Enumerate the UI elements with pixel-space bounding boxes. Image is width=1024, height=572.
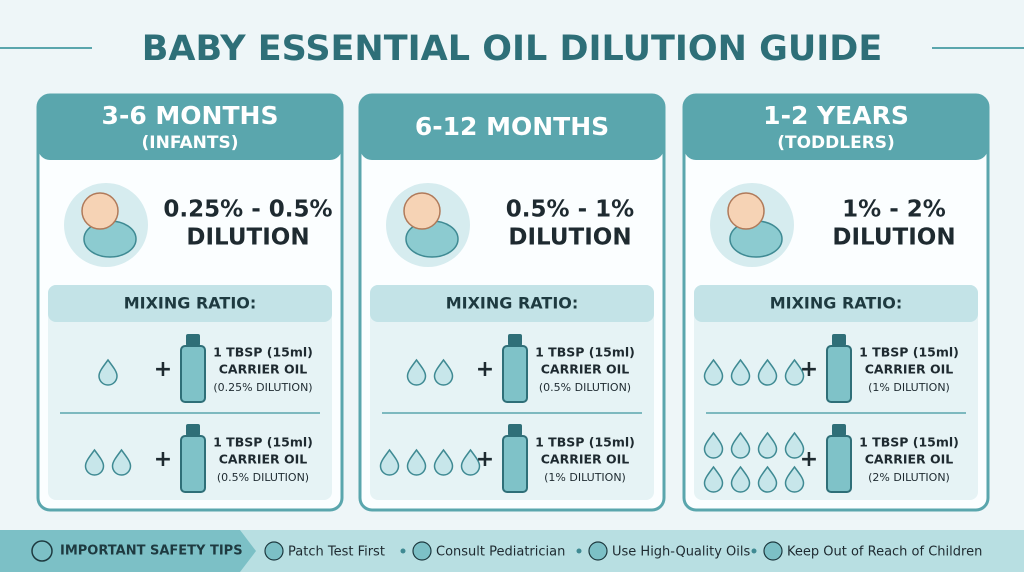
tip-separator <box>576 548 582 554</box>
carrier: CARRIER OIL <box>541 362 630 377</box>
bottle-cap <box>186 334 200 346</box>
oil-drop <box>703 465 724 493</box>
oil-drop <box>98 358 118 386</box>
carrier: CARRIER OIL <box>541 452 630 467</box>
mixing-label: MIXING RATIO: <box>124 294 257 313</box>
bottle-cap <box>508 334 522 346</box>
oil-drop <box>406 358 427 386</box>
bottle <box>502 345 528 403</box>
oil-drop <box>757 358 778 386</box>
carrier: CARRIER OIL <box>865 362 954 377</box>
dilution: 1% - 2% <box>842 197 946 223</box>
card-heading: (TODDLERS) <box>777 133 895 153</box>
amount: 1 TBSP (15ml) <box>213 345 313 360</box>
amount: 1 TBSP (15ml) <box>535 345 635 360</box>
tip-icon <box>264 541 284 561</box>
bottle <box>180 435 206 493</box>
oil-drop <box>730 465 751 493</box>
oil-drop <box>703 358 724 386</box>
oil-drop <box>460 448 481 476</box>
baby-head <box>81 192 119 230</box>
card-heading: 3-6 MONTHS <box>102 101 279 130</box>
card-heading: 1-2 YEARS <box>763 101 909 130</box>
safety-tip: Consult Pediatrician <box>436 545 565 560</box>
carrier: CARRIER OIL <box>219 452 308 467</box>
dilution: DILUTION <box>186 225 309 251</box>
dilution: 0.25% - 0.5% <box>163 197 332 223</box>
dilution: 0.5% - 1% <box>506 197 634 223</box>
dilution: DILUTION <box>508 225 631 251</box>
ratio-note: (1% DILUTION) <box>868 381 950 394</box>
tip-separator <box>400 548 406 554</box>
oil-drop <box>730 358 751 386</box>
mixing-header <box>694 285 978 322</box>
dilution: DILUTION <box>832 225 955 251</box>
tip-icon <box>763 541 783 561</box>
oil-drop <box>757 431 778 459</box>
baby-head <box>403 192 441 230</box>
safety-tip: Use High-Quality Oils <box>612 545 751 560</box>
ratio-note: (0.25% DILUTION) <box>213 381 312 394</box>
safety-label: IMPORTANT SAFETY TIPS <box>60 544 243 559</box>
oil-drop <box>784 358 805 386</box>
oil-drop <box>703 431 724 459</box>
mixing-header <box>370 285 654 322</box>
carrier: CARRIER OIL <box>865 452 954 467</box>
bottle <box>826 345 852 403</box>
bottle <box>826 435 852 493</box>
ratio-note: (0.5% DILUTION) <box>539 381 631 394</box>
carrier: CARRIER OIL <box>219 362 308 377</box>
baby-head <box>727 192 765 230</box>
plus: + <box>800 357 818 382</box>
plus: + <box>154 357 172 382</box>
ratio-note: (1% DILUTION) <box>544 471 626 484</box>
safety-label-bg <box>0 530 256 572</box>
mixing-label: MIXING RATIO: <box>446 294 579 313</box>
card-header <box>684 95 988 160</box>
card-heading: (INFANTS) <box>142 133 239 153</box>
amount: 1 TBSP (15ml) <box>859 345 959 360</box>
oil-drop <box>433 448 454 476</box>
bottle <box>180 345 206 403</box>
plus: + <box>476 447 494 472</box>
tip-icon <box>588 541 608 561</box>
amount: 1 TBSP (15ml) <box>859 435 959 450</box>
bottle-cap <box>832 424 846 436</box>
mixing-header <box>48 285 332 322</box>
ratio-note: (0.5% DILUTION) <box>217 471 309 484</box>
plus: + <box>800 447 818 472</box>
tip-separator <box>751 548 757 554</box>
bottle <box>502 435 528 493</box>
oil-drop <box>757 465 778 493</box>
oil-drop <box>379 448 400 476</box>
safety-tip: Keep Out of Reach of Children <box>787 545 982 560</box>
plus: + <box>476 357 494 382</box>
oil-drop <box>730 431 751 459</box>
oil-drop <box>406 448 427 476</box>
oil-drop <box>433 358 454 386</box>
mixing-label: MIXING RATIO: <box>770 294 903 313</box>
bottle-cap <box>508 424 522 436</box>
card-header <box>360 95 664 160</box>
card-header <box>38 95 342 160</box>
title: BABY ESSENTIAL OIL DILUTION GUIDE <box>142 29 883 69</box>
safety-icon <box>31 540 53 562</box>
amount: 1 TBSP (15ml) <box>213 435 313 450</box>
plus: + <box>154 447 172 472</box>
safety-tip: Patch Test First <box>288 545 385 560</box>
amount: 1 TBSP (15ml) <box>535 435 635 450</box>
bottle-cap <box>832 334 846 346</box>
bottle-cap <box>186 424 200 436</box>
oil-drop <box>784 465 805 493</box>
tip-icon <box>412 541 432 561</box>
card-heading: 6-12 MONTHS <box>415 112 609 141</box>
oil-drop <box>784 431 805 459</box>
oil-drop <box>111 448 132 476</box>
oil-drop <box>84 448 105 476</box>
ratio-note: (2% DILUTION) <box>868 471 950 484</box>
